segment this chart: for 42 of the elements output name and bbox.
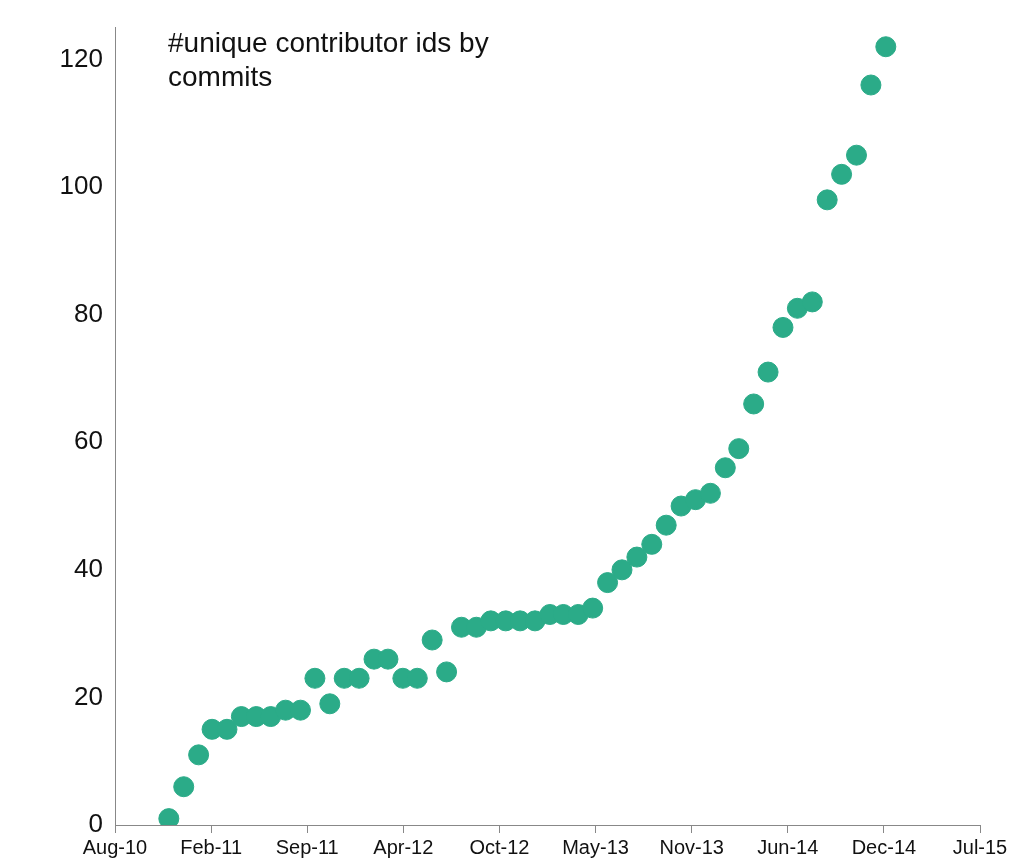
x-tick-label: Feb-11 [180,835,243,858]
y-tick-label: 100 [59,170,103,201]
point [728,438,750,460]
point [831,163,853,185]
x-tick-label: Jun-14 [757,835,819,858]
point [641,533,663,555]
point [626,546,648,568]
y-tick-label: 60 [74,425,103,456]
point [421,629,443,651]
point [597,572,619,594]
x-tick-label: Oct-12 [469,835,530,858]
point [655,514,677,536]
point [216,718,238,740]
text: #unique contributor ids by commits [168,26,490,94]
point [188,744,210,766]
point [699,482,721,504]
x-tick-label: May-13 [562,835,629,858]
point [304,667,326,689]
point [816,189,838,211]
point [757,361,779,383]
x-tick-label: Dec-14 [851,835,917,858]
point [743,393,765,415]
point [582,597,604,619]
point [319,693,341,715]
x-tick-label: Nov-13 [659,835,724,858]
point [611,559,633,581]
point [801,291,823,313]
y-tick-label: 80 [74,297,103,328]
point [846,144,867,166]
y-tick-label: 120 [59,42,103,73]
y-tick-label: 20 [74,680,103,711]
x-tick-label: Jul-15 [952,835,1008,858]
point [772,316,794,338]
y-tick-label: 40 [74,553,103,583]
point [875,36,897,58]
point [173,776,195,798]
x-tick-label: Sep-11 [275,835,339,858]
point [436,661,458,683]
point [860,74,882,96]
point [348,667,370,689]
x-tick-label: Apr-12 [373,835,434,858]
point [714,457,736,479]
